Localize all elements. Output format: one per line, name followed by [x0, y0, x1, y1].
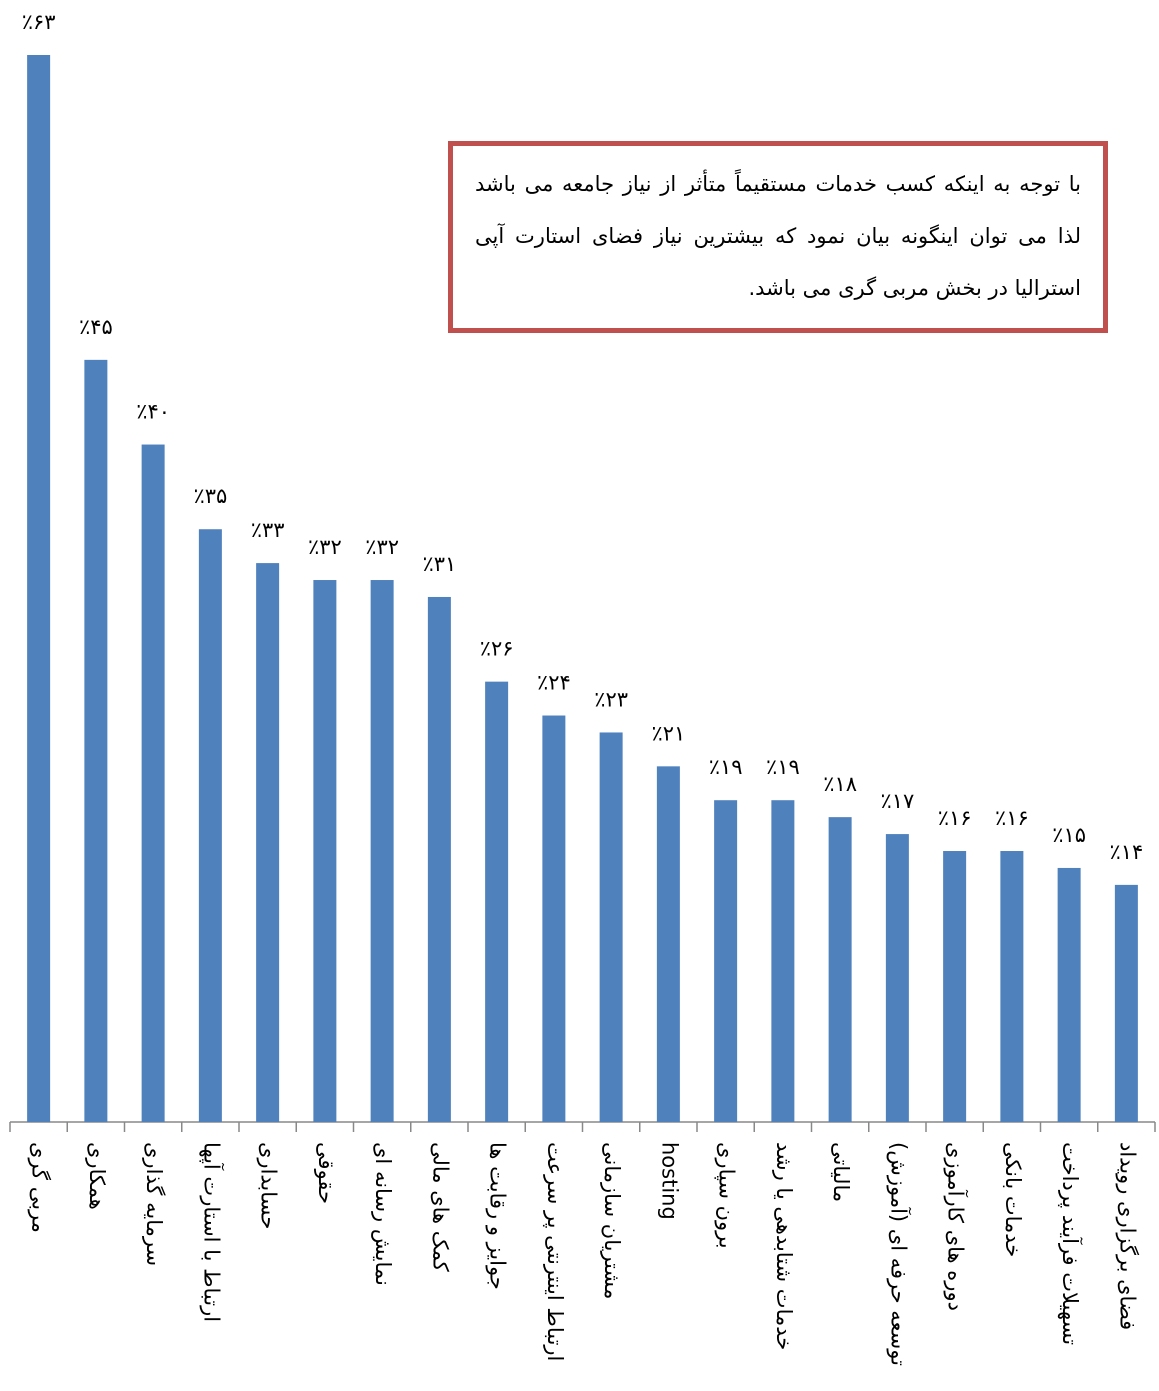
data-label: ٪۱۴	[1109, 840, 1143, 864]
data-label: ٪۳۵	[193, 484, 227, 508]
x-tick-label: برون سپاری	[715, 1142, 739, 1249]
x-tick-label: خدمات بانکی	[1001, 1142, 1025, 1257]
bar	[427, 596, 451, 1122]
data-label: ٪۳۲	[308, 535, 342, 559]
data-label: ٪۱۶	[995, 806, 1029, 830]
bar	[1057, 867, 1081, 1122]
data-label: ٪۱۸	[823, 772, 857, 796]
annotation: با توجه به اینکه کسب خدمات مستقیماً متأث…	[448, 141, 1108, 333]
x-tick-label: سرمایه گذاری	[142, 1142, 166, 1266]
bar	[542, 715, 566, 1122]
x-tick-label: کمک های مالی	[428, 1142, 452, 1272]
data-label: ٪۱۶	[938, 806, 972, 830]
bar	[656, 766, 680, 1122]
bar	[828, 817, 852, 1122]
data-label: ٪۳۳	[251, 518, 285, 542]
data-label: ٪۳۲	[365, 535, 399, 559]
x-tick-label: ارتباط با استارت آپها	[199, 1142, 224, 1322]
x-tick-label: حسابداری	[257, 1142, 281, 1229]
bar	[313, 580, 337, 1122]
data-label: ٪۲۳	[594, 687, 628, 711]
data-label: ٪۱۹	[766, 755, 800, 779]
annotation-box: با توجه به اینکه کسب خدمات مستقیماً متأث…	[448, 141, 1108, 333]
bar	[27, 55, 51, 1122]
x-tick-label: مشتریان سازمانی	[600, 1142, 624, 1299]
x-tick-label: مربی گری	[28, 1142, 52, 1233]
x-tick-label: نمایش رسانه ای	[371, 1142, 395, 1286]
bar	[943, 851, 967, 1122]
data-label: ٪۲۶	[480, 637, 514, 661]
data-label: ٪۴۵	[79, 315, 113, 339]
bar	[141, 444, 165, 1122]
x-tick-label: ارتباط اینترنتی پر سرعت	[543, 1142, 567, 1361]
data-label: ٪۱۹	[709, 755, 743, 779]
bar	[198, 529, 222, 1122]
x-tick-label: حقوقی	[314, 1142, 338, 1204]
x-tick-label: جوایز و رقابت ها	[486, 1142, 510, 1290]
data-label: ٪۴۰	[136, 400, 170, 424]
data-label: ٪۲۴	[537, 671, 571, 695]
x-tick-label: مالیاتی	[829, 1142, 853, 1202]
x-tick-label: همکاری	[85, 1142, 109, 1210]
bar	[256, 563, 280, 1122]
bar	[714, 800, 738, 1122]
data-label: ٪۲۱	[651, 721, 685, 745]
x-tick-label: دوره های کارآموزی	[944, 1142, 969, 1311]
bar	[599, 732, 623, 1122]
x-tick-label: تسهیلات فرآیند پرداخت	[1058, 1142, 1083, 1345]
bar	[370, 580, 394, 1122]
data-label: ٪۱۵	[1052, 823, 1086, 847]
data-label: ٪۶۳	[22, 10, 56, 34]
x-tick-label: خدمات شتابدهی یا رشد	[772, 1142, 796, 1350]
bar	[1114, 884, 1138, 1122]
data-label: ٪۳۱	[422, 552, 456, 576]
bar	[885, 834, 909, 1122]
bar	[84, 359, 108, 1122]
x-tick-label: توسعه حرفه ای (آموزش)	[886, 1142, 911, 1366]
bar	[1000, 851, 1024, 1122]
bar	[771, 800, 795, 1122]
x-tick-label: فضای برگزاری رویداد	[1115, 1142, 1139, 1330]
x-tick-label: hosting	[657, 1142, 681, 1220]
bar	[485, 681, 509, 1122]
data-label: ٪۱۷	[880, 789, 914, 813]
